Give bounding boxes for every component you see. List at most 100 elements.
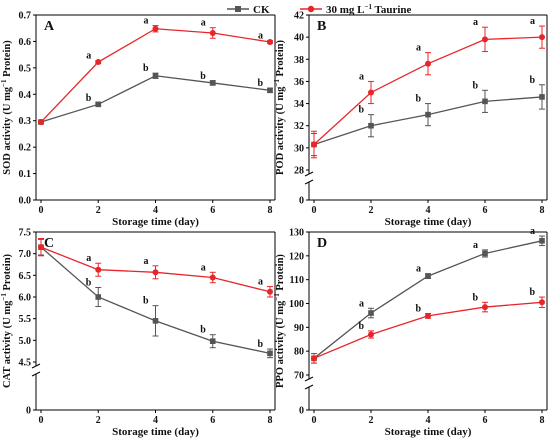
data-point-square (95, 294, 102, 300)
y-tick-label: 0 (299, 196, 304, 207)
x-tick-label: 0 (312, 205, 317, 216)
series-ck: b b b b (38, 63, 273, 125)
y-tick-label: 40 (294, 33, 304, 44)
legend-item: CK (227, 4, 270, 16)
significance-letter: b (200, 325, 206, 336)
y-tick-label: 0.1 (19, 169, 32, 180)
legend-marker-circle (307, 5, 315, 13)
data-point-circle (152, 25, 159, 32)
x-axis-title: Storage time (day) (112, 426, 199, 438)
series-line (313, 301, 543, 359)
x-tick-label: 4 (426, 205, 431, 216)
y-axis-title-sup: −1 (273, 79, 281, 87)
significance-letter: a (86, 51, 91, 62)
data-point-circle (368, 89, 374, 96)
y-tick-label: 0.4 (19, 90, 32, 101)
data-point-circle (482, 304, 488, 311)
series-ck: b b b b (38, 238, 273, 359)
y-tick-label: 7.5 (19, 228, 32, 239)
y-tick-label: 100 (289, 299, 304, 310)
panel-label: C (44, 236, 54, 251)
y-tick-label: 5.5 (19, 314, 32, 325)
x-tick-label: 2 (369, 415, 374, 426)
y-tick-label: 0.0 (19, 196, 32, 207)
data-point-circle (311, 141, 317, 148)
y-tick-label: 120 (289, 251, 304, 262)
data-point-circle (425, 312, 431, 319)
series-taurine: a a a a (38, 16, 273, 126)
data-point-circle (209, 274, 216, 281)
data-point-circle (311, 355, 317, 362)
significance-letter: b (86, 93, 92, 104)
panel-label: D (317, 236, 327, 251)
axis-break-mark (304, 171, 314, 177)
x-tick-label: 6 (483, 415, 488, 426)
data-point-square (539, 94, 545, 100)
x-tick-label: 4 (426, 415, 431, 426)
data-point-square (95, 101, 102, 108)
x-tick-label: 0 (39, 415, 44, 426)
data-point-square (152, 72, 159, 79)
x-tick-label: 0 (312, 415, 317, 426)
data-point-square (368, 122, 374, 129)
data-point-square (267, 87, 273, 94)
y-tick-label: 38 (294, 55, 304, 66)
x-tick-label: 6 (483, 205, 488, 216)
y-tick-label: 4.5 (19, 358, 32, 369)
significance-letter: a (144, 16, 149, 27)
x-tick-label: 8 (540, 415, 545, 426)
significance-letter: a (201, 262, 206, 273)
data-point-circle (368, 331, 374, 338)
y-tick-label: 0.6 (19, 37, 32, 48)
x-tick-label: 6 (210, 415, 215, 426)
significance-letter: b (86, 277, 92, 288)
y-tick-label: 0 (299, 406, 304, 417)
y-tick-label: 7.0 (19, 249, 32, 260)
x-tick-label: 2 (96, 205, 101, 216)
data-point-circle (539, 299, 545, 306)
axis-break-mark (304, 384, 314, 390)
series-taurine: a a a a (311, 16, 545, 159)
y-tick-label: 80 (294, 347, 304, 358)
axis-break-mark (304, 376, 314, 382)
data-point-circle (38, 119, 44, 126)
y-axis-title-main: CAT activity (U mg (2, 300, 13, 388)
legend-label: 30 mg L−1 Taurine (326, 3, 412, 16)
significance-letter: a (416, 264, 421, 275)
x-axis-title: Storage time (day) (385, 216, 472, 228)
significance-letter: a (473, 240, 478, 251)
x-axis-title: Storage time (day) (385, 426, 472, 438)
x-tick-label: 8 (540, 205, 545, 216)
y-axis-title-main: POD activity (U mg (275, 86, 286, 175)
y-axis-title-main: SOD activity (U mg (2, 86, 13, 175)
axis-break-mark (31, 363, 41, 369)
data-point-circle (38, 244, 44, 251)
legend-label-sup: −1 (365, 3, 373, 11)
data-point-circle (267, 38, 273, 45)
y-tick-label: 0.3 (19, 116, 32, 127)
series-taurine: a a a a (38, 238, 273, 298)
series-taurine: b b b b (311, 287, 545, 364)
x-tick-label: 8 (268, 415, 273, 426)
x-tick-label: 2 (96, 415, 101, 426)
y-tick-label: 0 (26, 406, 31, 417)
y-tick-label: 110 (290, 275, 304, 286)
data-point-square (209, 338, 216, 344)
series-line (40, 75, 271, 123)
data-point-circle (209, 29, 216, 36)
significance-letter: b (358, 105, 364, 116)
y-tick-label: 34 (294, 99, 304, 110)
x-axis-title: Storage time (day) (112, 216, 199, 228)
data-point-square (209, 80, 216, 86)
y-axis-title: CAT activity (U mg−1 Protein) (0, 253, 13, 388)
y-tick-label: 36 (294, 77, 304, 88)
x-tick-label: 4 (153, 205, 158, 216)
significance-letter: b (358, 321, 364, 332)
significance-letter: a (359, 298, 364, 309)
panel-label: B (317, 19, 326, 34)
significance-letter: a (359, 71, 364, 82)
axis-break-mark (304, 179, 314, 185)
y-axis-title-after: Protein) (275, 254, 286, 294)
significance-letter: a (416, 43, 421, 54)
